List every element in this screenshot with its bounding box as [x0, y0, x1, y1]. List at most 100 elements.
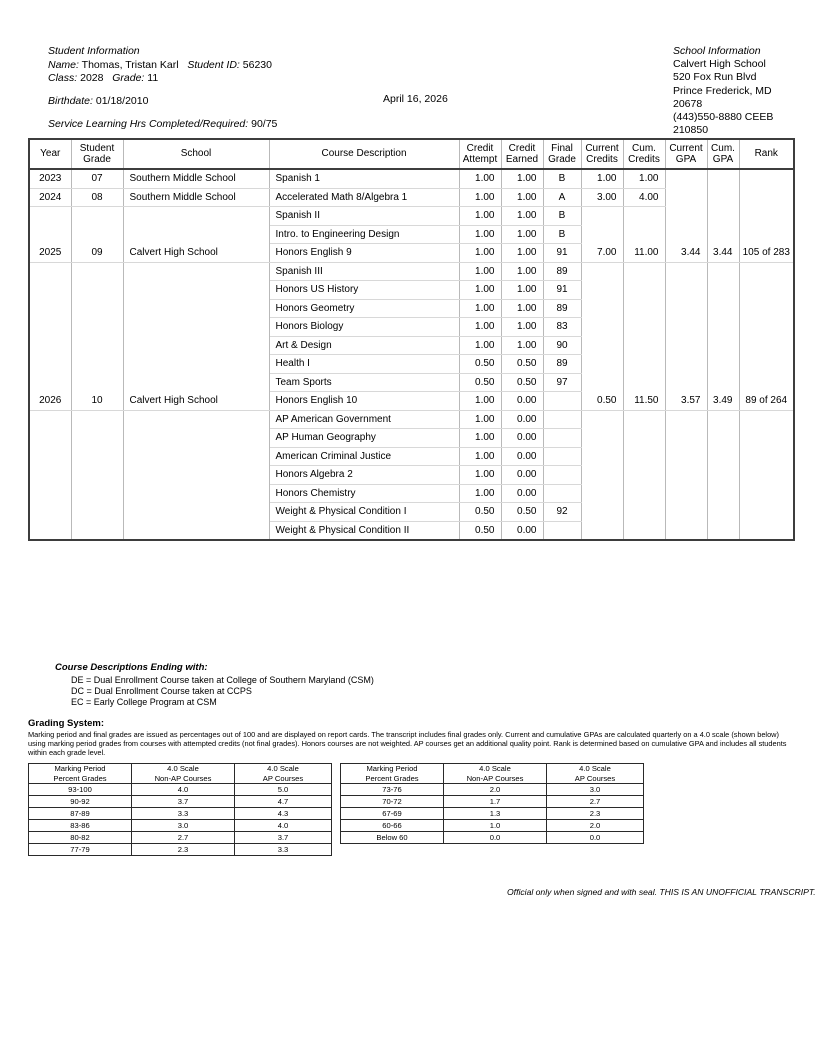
cell-credit-earned: 1.00	[500, 299, 544, 318]
cell-cum-credits: 11.00	[622, 243, 666, 263]
school-information-block: School Information Calvert High School 5…	[673, 45, 793, 137]
cell-cum-gpa	[706, 410, 740, 429]
scale-cell-non-ap-value: 2.7	[131, 831, 235, 844]
scale-cell-percent-range: 87-89	[28, 807, 132, 820]
scale-cell-percent-range: 70-72	[340, 795, 444, 808]
table-row: AP Human Geography 1.00 0.00	[28, 428, 795, 448]
cell-credit-earned: 0.50	[500, 373, 544, 392]
cell-school	[122, 447, 270, 466]
grading-system-title: Grading System:	[28, 718, 105, 729]
cell-current-gpa	[664, 354, 708, 373]
cell-rank	[738, 299, 795, 318]
col-header-credit-attempt: Credit Attempt	[458, 138, 502, 170]
student-name-value: Thomas, Tristan Karl	[81, 58, 179, 71]
cell-school	[122, 484, 270, 503]
cell-rank	[738, 188, 795, 207]
cell-credit-earned: 1.00	[500, 169, 544, 189]
cell-current-credits	[580, 262, 624, 281]
scale-cell-percent-range: 60-66	[340, 819, 444, 832]
cell-cum-credits	[622, 447, 666, 466]
cell-credit-earned: 0.00	[500, 410, 544, 429]
cell-cum-gpa: 3.49	[706, 391, 740, 411]
cell-cum-gpa	[706, 317, 740, 336]
cell-school	[122, 336, 270, 355]
cell-current-credits	[580, 280, 624, 299]
school-information-title: School Information	[673, 45, 761, 57]
cell-credit-attempt: 1.00	[458, 447, 502, 466]
student-grade-label: Grade:	[112, 72, 145, 84]
table-row: Art & Design 1.00 1.00 90	[28, 336, 795, 355]
cell-final-grade: B	[542, 206, 582, 226]
cell-credit-earned: 0.00	[500, 447, 544, 466]
cell-final-grade: 90	[542, 336, 582, 355]
scale-cell-ap-value: 5.0	[234, 783, 332, 796]
cell-current-gpa	[664, 521, 708, 541]
cell-cum-gpa	[706, 206, 740, 225]
scale-row: 93-100 4.0 5.0	[28, 783, 332, 796]
cell-student-grade	[70, 280, 124, 299]
cell-current-credits	[580, 502, 624, 521]
student-name-line: Name: Thomas, Tristan Karl Student ID: 5…	[48, 59, 272, 73]
scale-header-row: Marking Period Percent Grades 4.0 Scale Non…	[28, 763, 332, 784]
cell-student-grade: 08	[70, 188, 124, 207]
document-header: Student Information Name: Thomas, Trista…	[28, 45, 793, 145]
school-phone-ceeb: (443)550-8880 CEEB	[673, 111, 774, 124]
cell-current-gpa	[664, 299, 708, 318]
cell-credit-earned: 1.00	[500, 317, 544, 337]
scale-cell-non-ap-value: 4.0	[131, 783, 235, 796]
cell-final-grade	[542, 465, 582, 485]
cell-final-grade: 91	[542, 280, 582, 300]
cell-current-credits	[580, 447, 624, 466]
cell-year	[28, 262, 72, 281]
student-birthdate-line: Birthdate: 01/18/2010	[48, 95, 272, 109]
cell-current-gpa	[664, 410, 708, 429]
cell-credit-earned: 1.00	[500, 243, 544, 263]
scale-cell-ap-value: 4.7	[234, 795, 332, 808]
cell-school	[122, 521, 270, 541]
scale-row: 87-89 3.3 4.3	[28, 807, 332, 820]
footer-disclaimer-caps: THIS IS AN UNOFFICIAL TRANSCRIPT.	[659, 887, 816, 897]
cell-student-grade	[70, 354, 124, 373]
student-name-label: Name:	[48, 58, 79, 71]
cell-course-description: AP Human Geography	[268, 428, 460, 448]
grading-system-section: Grading System: Marking period and final…	[28, 718, 793, 758]
cell-rank: 105 of 283	[738, 243, 795, 263]
table-row: Health I 0.50 0.50 89	[28, 354, 795, 374]
cell-cum-credits	[622, 410, 666, 429]
table-row: Honors Geometry 1.00 1.00 89	[28, 299, 795, 318]
cell-cum-credits	[622, 262, 666, 281]
scale-cell-percent-range: 83-86	[28, 819, 132, 832]
cell-year	[28, 484, 72, 503]
cell-student-grade	[70, 410, 124, 429]
cell-year	[28, 428, 72, 447]
scale-cell-percent-range: 90-92	[28, 795, 132, 808]
cell-final-grade	[542, 428, 582, 448]
cell-student-grade	[70, 465, 124, 484]
cell-course-description: Weight & Physical Condition I	[268, 502, 460, 522]
scale-col-header-marking-period: Marking Period Percent Grades	[340, 763, 444, 784]
cell-school: Southern Middle School	[122, 188, 270, 207]
cell-credit-attempt: 1.00	[458, 484, 502, 503]
cell-final-grade	[542, 521, 582, 541]
cell-credit-attempt: 1.00	[458, 465, 502, 485]
cell-final-grade: 83	[542, 317, 582, 337]
transcript-table-body: 2023 07 Southern Middle School Spanish 1 1.0…	[28, 169, 795, 541]
cell-current-gpa	[664, 262, 708, 281]
cell-rank	[738, 521, 795, 541]
col-header-credit-earned: Credit Earned	[500, 138, 544, 170]
cell-credit-earned: 0.00	[500, 428, 544, 448]
cell-current-credits	[580, 354, 624, 373]
cell-course-description: Art & Design	[268, 336, 460, 355]
cell-cum-gpa	[706, 336, 740, 355]
cell-school	[122, 373, 270, 392]
scale-cell-ap-value: 2.3	[546, 807, 644, 820]
scale-cell-non-ap-value: 1.7	[443, 795, 547, 808]
cell-student-grade	[70, 299, 124, 318]
scale-cell-non-ap-value: 0.0	[443, 831, 547, 844]
cell-credit-attempt: 1.00	[458, 188, 502, 207]
cell-credit-attempt: 0.50	[458, 354, 502, 374]
cell-final-grade	[542, 410, 582, 429]
cell-current-credits: 1.00	[580, 169, 624, 189]
cell-final-grade	[542, 484, 582, 503]
cell-school	[122, 317, 270, 336]
